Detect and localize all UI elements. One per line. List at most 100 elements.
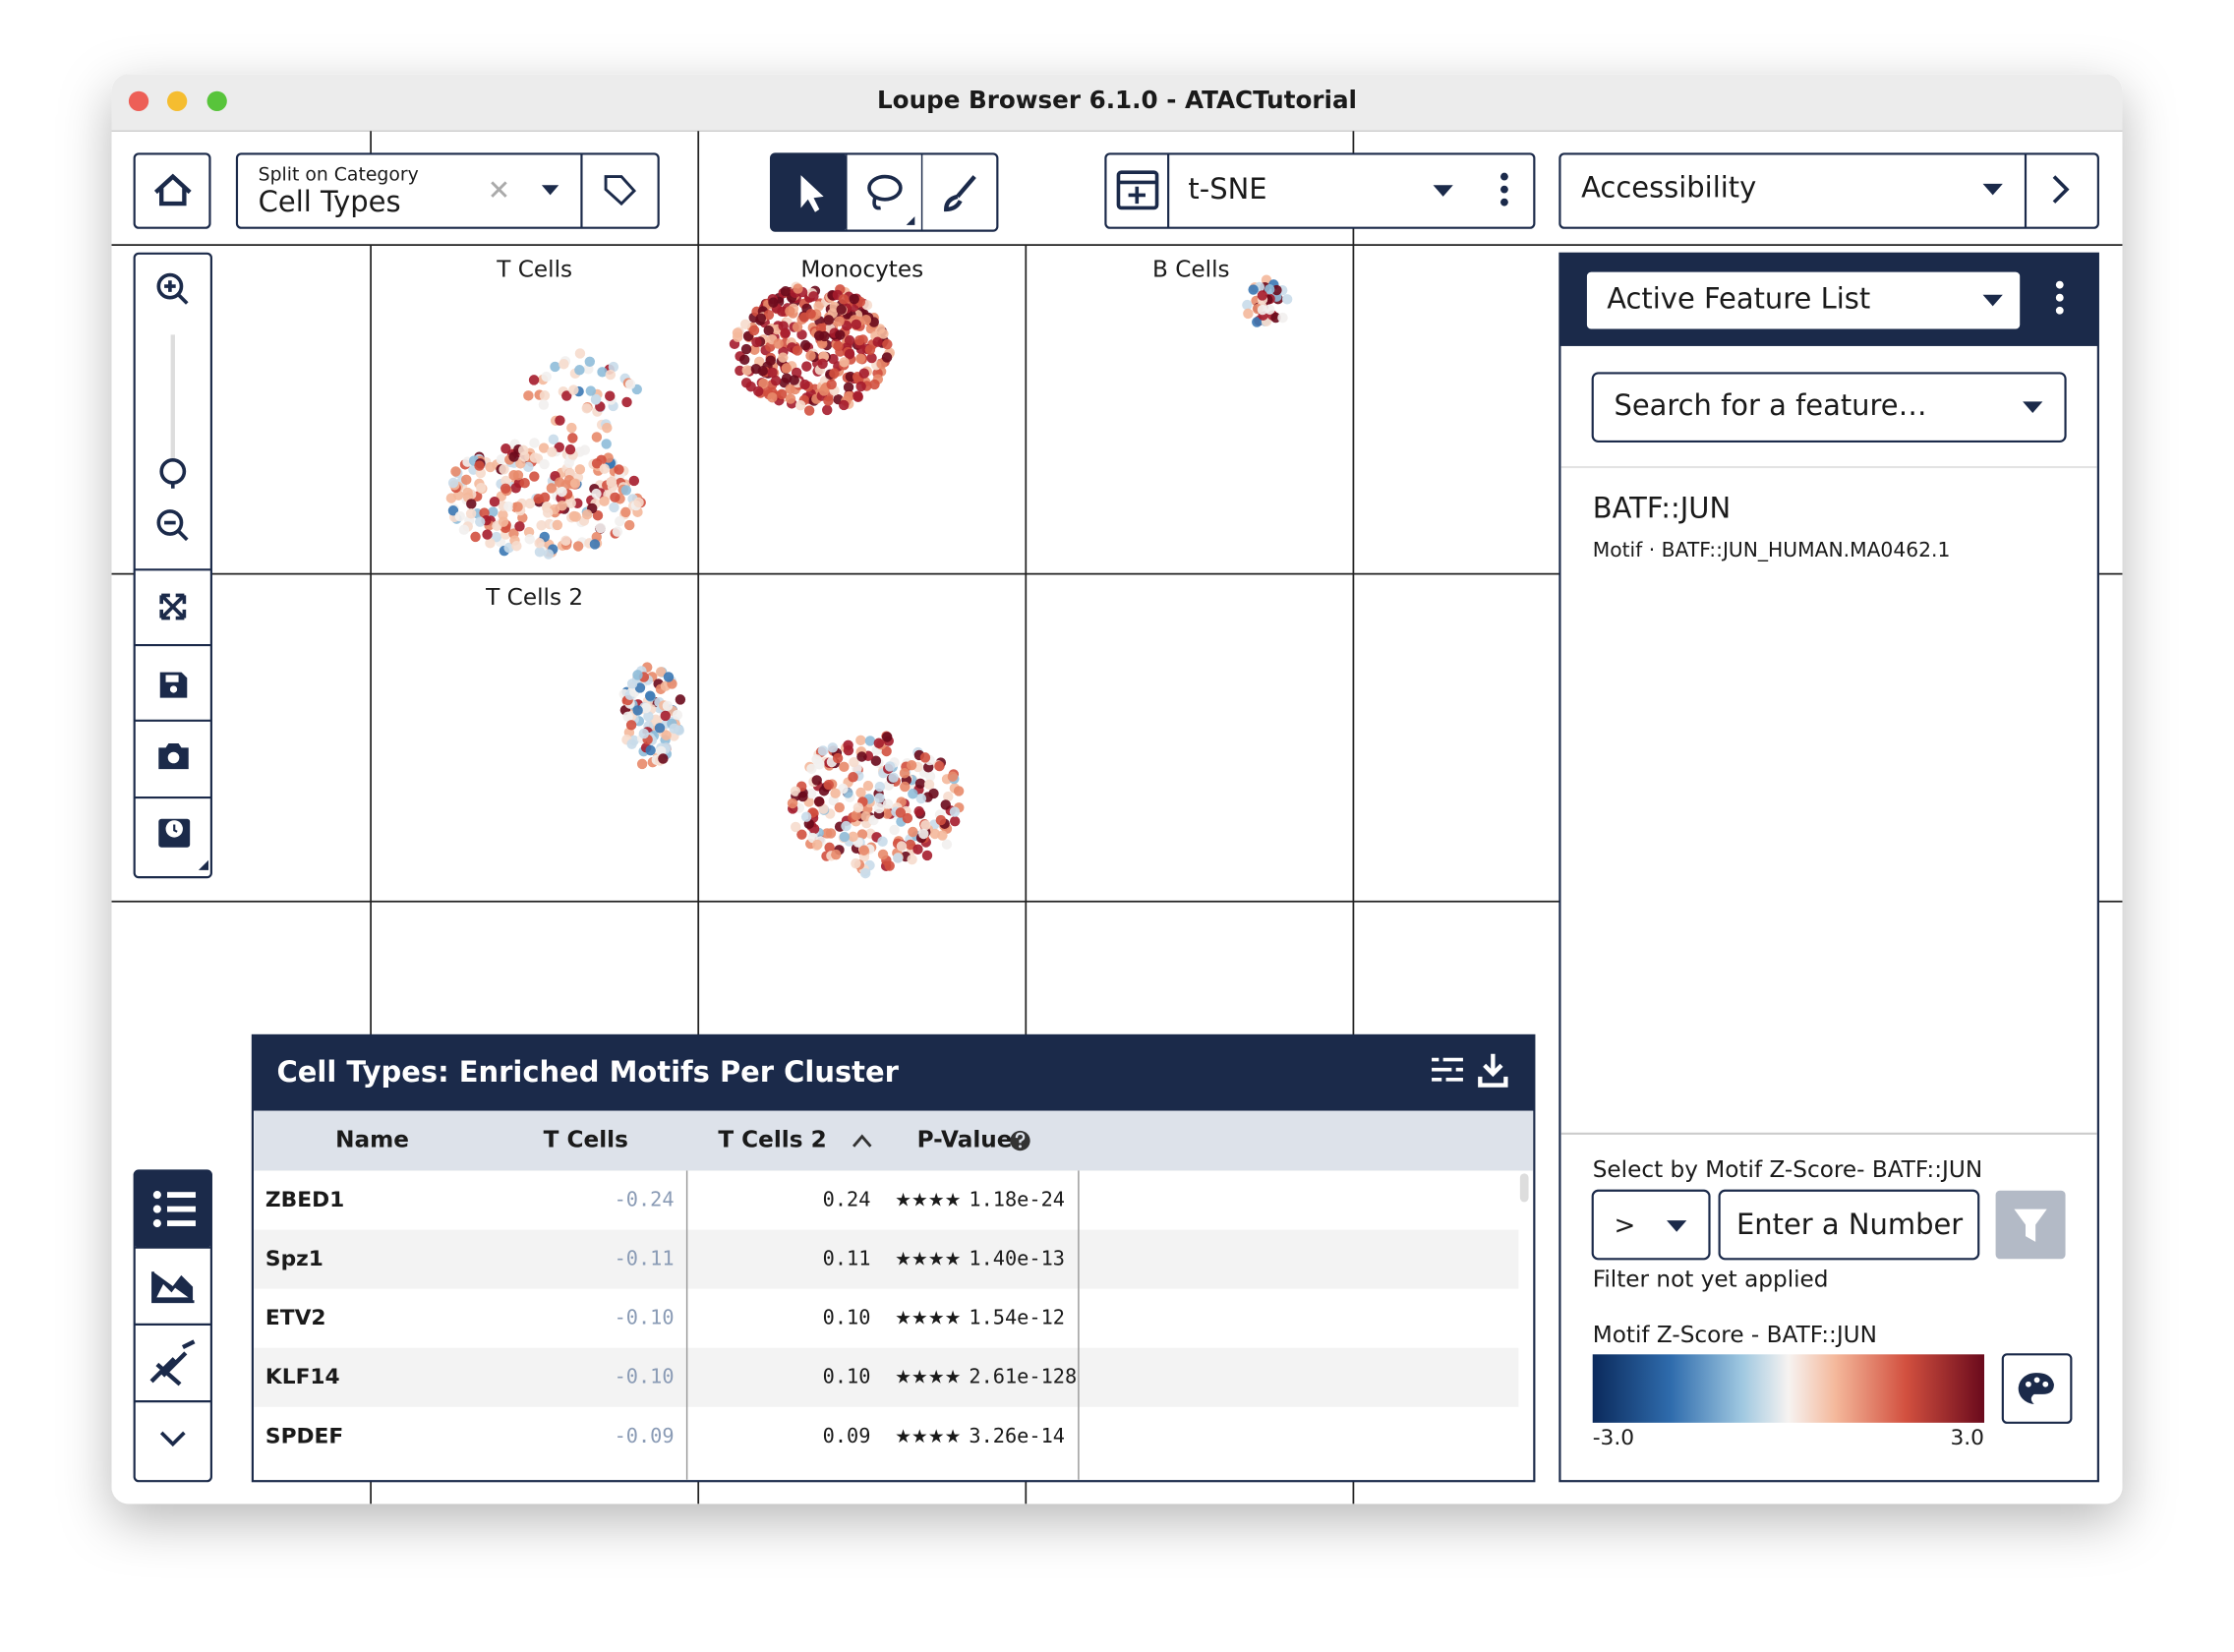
projection-selector[interactable] [1104,152,1536,229]
cell-dot [830,788,841,798]
cell-dot [869,379,880,390]
cell-dot [557,501,567,511]
cell-dot [878,328,889,339]
table-row[interactable]: Spz1 -0.11 0.11 ★★★★ 1.40e-13 [254,1229,1519,1289]
column-name[interactable]: T Cells 2 [718,1127,826,1153]
cell-dot [474,516,486,527]
projection-value: t-SNE [1188,172,1266,206]
filter-label: Select by Motif Z-Score- BATF::JUN [1593,1156,1982,1183]
split-selector[interactable] [235,152,660,229]
dropdown-arrow[interactable] [541,185,559,196]
cell-dot [805,309,816,320]
zoom-in[interactable] [156,272,184,300]
operator: > [1614,1210,1635,1240]
threshold-input[interactable] [1718,1189,1980,1261]
cell-dot [555,415,565,426]
cell-dot [732,331,743,343]
column-name[interactable]: P-Value [917,1127,1013,1153]
scatter-cells [445,274,1293,879]
collapse-panel[interactable] [2052,175,2070,204]
cell-dot [625,720,637,731]
cell-dot [745,381,756,392]
cell-dot [751,336,762,348]
cell-dot [569,478,581,489]
significance-stars: ★★★★ [895,1309,961,1329]
tag-icon[interactable] [604,175,637,206]
cell-dot [874,793,885,803]
cell-dot [1264,284,1275,295]
cell-dot [599,496,610,506]
cell-dot [601,439,612,449]
cell-dot [866,352,877,364]
zoom-button[interactable] [206,90,227,111]
feature-search[interactable] [1591,372,2067,443]
table-row[interactable]: ZBED1 -0.24 0.24 ★★★★ 1.18e-24 [254,1170,1519,1230]
p-value: 1.54e-12 [969,1306,1065,1329]
brush-tool[interactable] [944,175,976,212]
minimize-button[interactable] [167,90,188,111]
more-menu[interactable] [1500,172,1508,206]
cell-dot [739,319,751,330]
cell-dot [636,758,648,770]
cell-dot [859,867,871,879]
cell-dot [767,392,778,403]
list-selector[interactable] [1586,271,2021,329]
table-download[interactable] [1478,1053,1508,1088]
table-settings[interactable] [1432,1057,1463,1082]
cell-dot [870,755,882,766]
scale-min: -3.0 [1593,1426,1634,1450]
motif-name: KLF14 [265,1365,340,1389]
cell-dot [512,502,523,512]
cell-dot [496,454,507,465]
cell-dot [661,730,672,740]
cell-dot [669,723,679,735]
lasso-tool[interactable] [867,174,903,202]
cell-dot [855,787,866,798]
cell-dot [915,793,927,804]
cell-dot [543,549,555,560]
cell-dot [860,811,871,822]
cell-dot [789,375,799,385]
clear-icon[interactable] [491,181,507,198]
cell-dot [838,783,849,795]
cell-dot [785,393,796,404]
cell-dot [643,711,654,722]
sort-indicator[interactable] [852,1134,872,1148]
facet-label: B Cells [1152,257,1230,283]
table-row[interactable]: ETV2 -0.10 0.10 ★★★★ 1.54e-12 [254,1288,1519,1348]
violin-view[interactable] [149,1339,196,1386]
cell-dot [500,443,511,454]
column-name[interactable]: T Cells [544,1127,628,1153]
zoom-out[interactable] [156,509,184,536]
significance-stars: ★★★★ [895,1250,961,1270]
panel-menu[interactable] [2055,280,2064,315]
cell-dot [524,498,536,509]
cell-dot [934,760,945,772]
column-name[interactable]: Name [335,1127,409,1153]
cell-dot [836,304,847,316]
cell-dot [899,768,911,779]
fit-view[interactable] [159,593,187,620]
cell-dot [907,854,917,865]
filter-status: Filter not yet applied [1593,1267,1829,1293]
close-button[interactable] [128,90,149,111]
feature-name[interactable]: BATF::JUN [1593,491,1731,524]
operator-selector[interactable] [1591,1189,1711,1261]
home-button[interactable] [133,152,211,229]
expand-more[interactable] [159,1431,186,1447]
cell-dot [498,516,509,527]
scrollbar[interactable] [1519,1173,1529,1203]
cell-dot [921,850,933,861]
cell-dot [568,384,579,395]
feature-mode-selector[interactable] [1558,152,2099,229]
p-value: 2.61e-128 [969,1365,1077,1388]
cluster-score: -0.10 [615,1365,675,1388]
table-row[interactable]: KLF14 -0.10 0.10 ★★★★ 2.61e-128 [254,1347,1519,1407]
cell-dot [633,497,644,508]
cell-dot [662,700,674,712]
cell-dot [812,839,823,851]
distribution-view[interactable] [151,1271,195,1304]
cell-dot [848,831,858,843]
table-row[interactable]: SPDEF -0.09 0.09 ★★★★ 3.26e-14 [254,1406,1519,1466]
